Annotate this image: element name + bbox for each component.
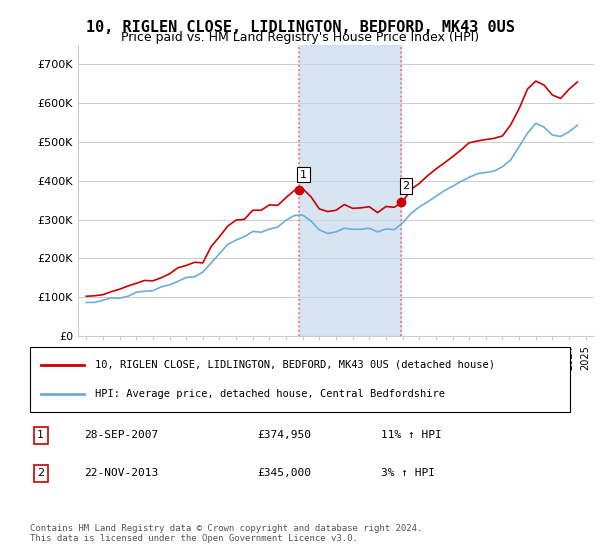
Text: Contains HM Land Registry data © Crown copyright and database right 2024.
This d: Contains HM Land Registry data © Crown c… — [30, 524, 422, 543]
Text: Price paid vs. HM Land Registry's House Price Index (HPI): Price paid vs. HM Land Registry's House … — [121, 31, 479, 44]
Text: HPI: Average price, detached house, Central Bedfordshire: HPI: Average price, detached house, Cent… — [95, 389, 445, 399]
Text: £374,950: £374,950 — [257, 430, 311, 440]
Text: 2: 2 — [403, 181, 409, 191]
Text: 1: 1 — [37, 430, 44, 440]
Text: 11% ↑ HPI: 11% ↑ HPI — [381, 430, 442, 440]
Bar — [299, 45, 401, 336]
FancyBboxPatch shape — [30, 347, 570, 412]
Text: 22-NOV-2013: 22-NOV-2013 — [84, 468, 158, 478]
Text: 28-SEP-2007: 28-SEP-2007 — [84, 430, 158, 440]
Text: 2: 2 — [37, 468, 44, 478]
Text: 10, RIGLEN CLOSE, LIDLINGTON, BEDFORD, MK43 0US (detached house): 10, RIGLEN CLOSE, LIDLINGTON, BEDFORD, M… — [95, 360, 495, 370]
Text: 3% ↑ HPI: 3% ↑ HPI — [381, 468, 435, 478]
Text: 10, RIGLEN CLOSE, LIDLINGTON, BEDFORD, MK43 0US: 10, RIGLEN CLOSE, LIDLINGTON, BEDFORD, M… — [86, 20, 514, 35]
Text: 1: 1 — [300, 170, 307, 180]
Text: £345,000: £345,000 — [257, 468, 311, 478]
